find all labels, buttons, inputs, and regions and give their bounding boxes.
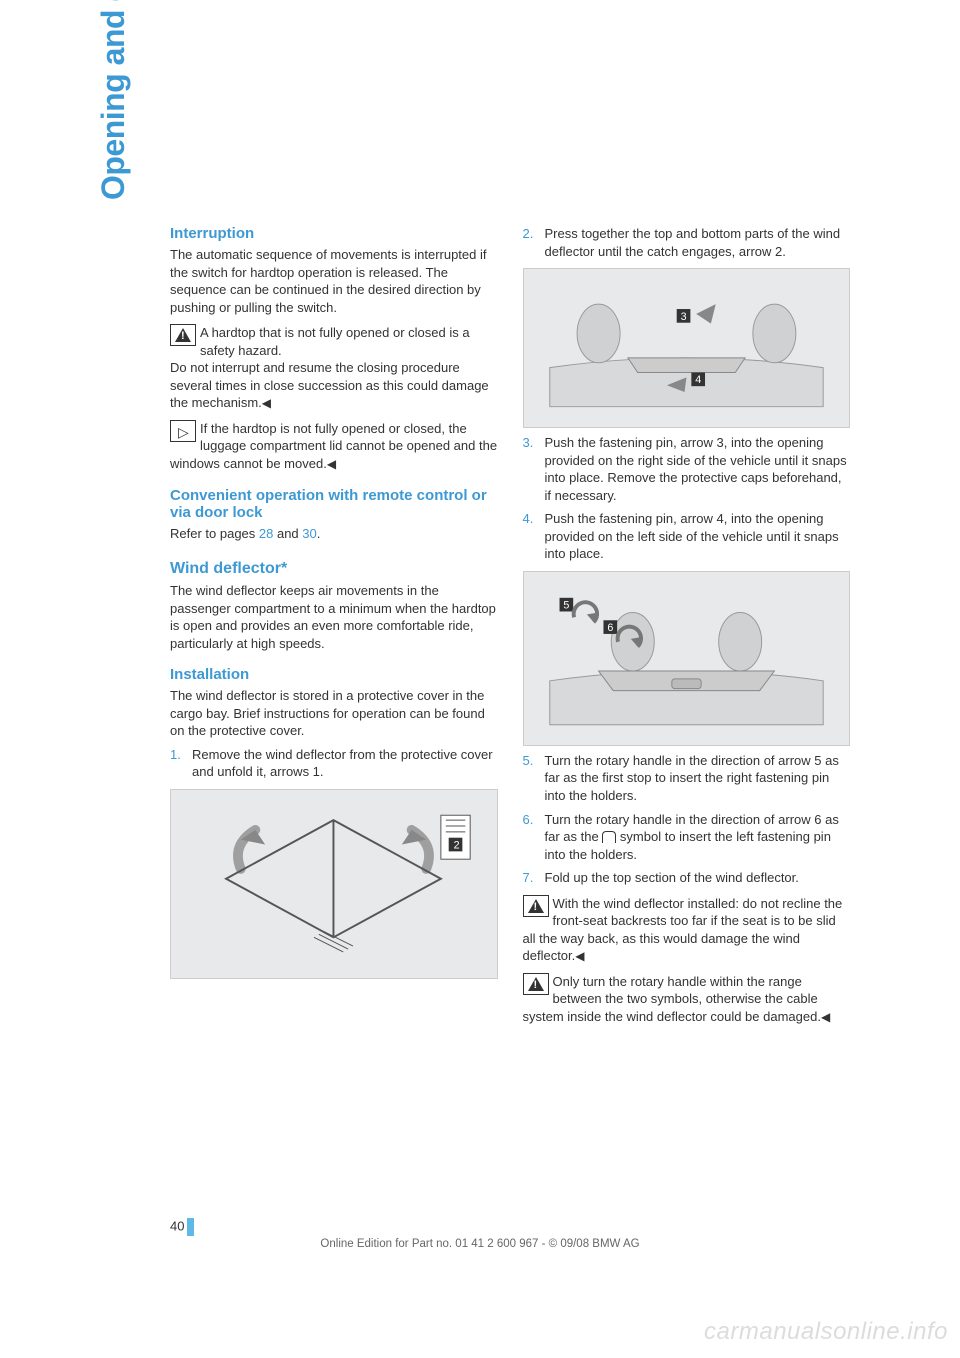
step-number: 7. xyxy=(523,869,545,887)
figure-svg-3: 5 6 xyxy=(540,581,833,737)
page-link-28[interactable]: 28 xyxy=(259,526,273,541)
svg-text:6: 6 xyxy=(607,622,613,634)
heading-interruption: Interruption xyxy=(170,225,498,242)
figure-svg-1: 2 xyxy=(187,799,480,968)
figure-rotary-handle: 5 6 xyxy=(523,571,851,746)
figure-svg-2: 3 4 xyxy=(540,277,833,419)
step-number: 4. xyxy=(523,510,545,563)
warning-rotary-range: Only turn the rotary handle within the r… xyxy=(523,973,851,1026)
step-number: 6. xyxy=(523,811,545,864)
step-text: Remove the wind deflector from the prote… xyxy=(192,746,498,781)
warning-text: A hardtop that is not fully opened or cl… xyxy=(200,325,470,358)
watermark: carmanualsonline.info xyxy=(704,1318,948,1346)
step-number: 1. xyxy=(170,746,192,781)
lock-symbol-icon xyxy=(602,831,616,843)
figure-install-right: 3 4 xyxy=(523,268,851,428)
figure-unfold: 2 xyxy=(170,789,498,979)
step-5: 5. Turn the rotary handle in the directi… xyxy=(523,752,851,805)
step-text: Push the fastening pin, arrow 4, into th… xyxy=(545,510,851,563)
step-2: 2. Press together the top and bottom par… xyxy=(523,225,851,260)
page-link-30[interactable]: 30 xyxy=(302,526,316,541)
warning-text: Only turn the rotary handle within the r… xyxy=(523,974,821,1024)
heading-installation: Installation xyxy=(170,666,498,683)
text-installation: The wind deflector is stored in a protec… xyxy=(170,687,498,740)
svg-text:5: 5 xyxy=(563,599,569,611)
warning-text: With the wind deflector installed: do no… xyxy=(523,896,843,964)
step-text: Turn the rotary handle in the direction … xyxy=(545,752,851,805)
end-mark: ◀ xyxy=(575,949,584,963)
warning-hardtop-hazard: A hardtop that is not fully opened or cl… xyxy=(170,324,498,412)
step-1: 1. Remove the wind deflector from the pr… xyxy=(170,746,498,781)
warning-cont: Do not interrupt and resume the closing … xyxy=(170,359,498,412)
page-content: Interruption The automatic sequence of m… xyxy=(170,225,850,1026)
warning-icon xyxy=(523,895,549,917)
step-7: 7. Fold up the top section of the wind d… xyxy=(523,869,851,887)
left-column: Interruption The automatic sequence of m… xyxy=(170,225,498,1026)
section-tab: Opening and closing xyxy=(95,0,132,200)
svg-text:3: 3 xyxy=(680,311,686,323)
right-column: 2. Press together the top and bottom par… xyxy=(523,225,851,1026)
heading-wind-deflector: Wind deflector* xyxy=(170,560,498,578)
text-wind-deflector: The wind deflector keeps air movements i… xyxy=(170,582,498,652)
step-text: Press together the top and bottom parts … xyxy=(545,225,851,260)
step-4: 4. Push the fastening pin, arrow 4, into… xyxy=(523,510,851,563)
svg-text:4: 4 xyxy=(695,374,701,386)
warning-icon xyxy=(523,973,549,995)
warning-icon xyxy=(170,324,196,346)
page-number: 40 xyxy=(170,1218,194,1236)
step-3: 3. Push the fastening pin, arrow 3, into… xyxy=(523,434,851,504)
end-mark: ◀ xyxy=(262,396,271,410)
step-number: 5. xyxy=(523,752,545,805)
heading-convenient: Convenient operation with remote control… xyxy=(170,487,498,521)
page-number-bar xyxy=(187,1218,194,1236)
step-text: Fold up the top section of the wind defl… xyxy=(545,869,851,887)
note-icon xyxy=(170,420,196,442)
step-text: Push the fastening pin, arrow 3, into th… xyxy=(545,434,851,504)
step-number: 2. xyxy=(523,225,545,260)
step-text: Turn the rotary handle in the direction … xyxy=(545,811,851,864)
footer-text: Online Edition for Part no. 01 41 2 600 … xyxy=(0,1238,960,1250)
text-interruption: The automatic sequence of movements is i… xyxy=(170,246,498,316)
svg-text:2: 2 xyxy=(454,840,460,852)
text-convenient: Refer to pages 28 and 30. xyxy=(170,525,498,543)
step-6: 6. Turn the rotary handle in the directi… xyxy=(523,811,851,864)
step-number: 3. xyxy=(523,434,545,504)
end-mark: ◀ xyxy=(821,1010,830,1024)
note-luggage: If the hardtop is not fully opened or cl… xyxy=(170,420,498,473)
warning-backrest: With the wind deflector installed: do no… xyxy=(523,895,851,965)
end-mark: ◀ xyxy=(327,457,336,471)
